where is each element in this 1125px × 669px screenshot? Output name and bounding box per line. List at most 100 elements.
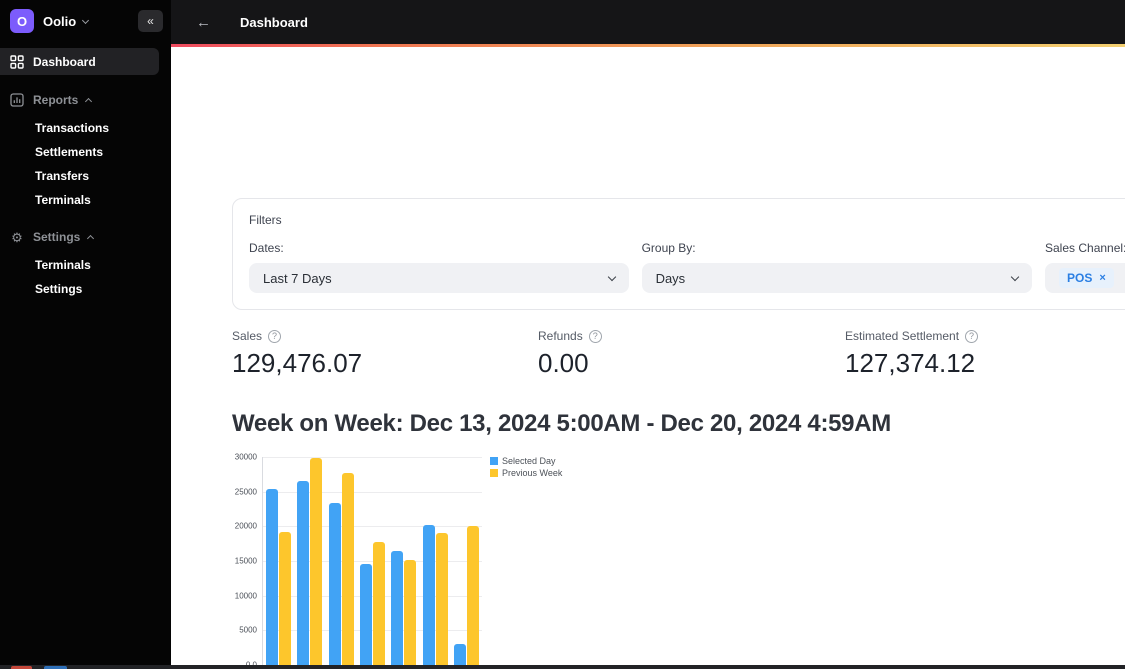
- chart-legend: Selected Day Previous Week: [490, 456, 562, 480]
- bar-previous-week[interactable]: [372, 542, 385, 665]
- grid-icon: [10, 54, 24, 69]
- bar-selected-day[interactable]: [328, 503, 341, 665]
- workspace-switcher[interactable]: O Oolio «: [0, 0, 171, 42]
- help-icon[interactable]: ?: [268, 329, 282, 343]
- top-header: ← Dashboard: [171, 0, 1125, 44]
- gridline: [263, 561, 482, 562]
- sidebar-item-label: Dashboard: [33, 54, 96, 69]
- sidebar-item-label: Settlements: [35, 145, 104, 159]
- dates-filter: Dates: Last 7 Days: [249, 241, 629, 293]
- stat-label: Refunds ?: [538, 329, 845, 343]
- y-tick-label: 25000: [234, 487, 257, 497]
- chevron-down-icon: [1010, 272, 1020, 281]
- gridline: [263, 630, 482, 632]
- group-by-label: Group By:: [641, 241, 696, 255]
- filters-panel: Filters Dates: Last 7 Days Group By: Day…: [232, 198, 1125, 310]
- bar-group: [357, 457, 388, 665]
- taskbar-app-icon-blue: [44, 666, 67, 669]
- close-icon[interactable]: ×: [1099, 272, 1106, 284]
- help-icon[interactable]: ?: [965, 329, 979, 343]
- week-on-week-chart: 30000 25000 20000 15000 10000 5000 0.0 Selecte…: [232, 452, 1125, 669]
- sidebar-group-settings[interactable]: ⚙ Settings: [0, 229, 171, 245]
- sidebar-item-transfers[interactable]: Transfers: [0, 164, 171, 188]
- legend-entry: Previous Week: [490, 468, 562, 478]
- dates-select[interactable]: Last 7 Days: [249, 263, 629, 293]
- page-title: Dashboard: [240, 14, 308, 30]
- main-area: ← Dashboard Filters Dates: Last 7 Days G…: [171, 0, 1125, 669]
- gridline: [263, 526, 482, 528]
- y-tick-label: 0.0: [246, 661, 257, 669]
- sidebar-item-settings-terminals[interactable]: Terminals: [0, 253, 171, 277]
- chevron-down-icon: [82, 16, 90, 24]
- sidebar-item-settlements[interactable]: Settlements: [0, 140, 171, 164]
- stat-value: 0.00: [538, 348, 589, 378]
- legend-label: Previous Week: [502, 468, 563, 478]
- back-arrow-icon[interactable]: ←: [196, 13, 211, 31]
- accent-gradient-line: [171, 44, 1125, 47]
- bar-previous-week[interactable]: [466, 526, 479, 665]
- bar-selected-day[interactable]: [453, 643, 466, 665]
- bar-previous-week[interactable]: [404, 559, 417, 665]
- legend-swatch-icon: [490, 469, 498, 477]
- dates-label: Dates:: [249, 241, 284, 255]
- sidebar-item-terminals[interactable]: Terminals: [0, 188, 171, 212]
- stats-row: Sales ? 129,476.07 Refunds ? 0.00 Estima…: [232, 329, 1125, 379]
- content: Filters Dates: Last 7 Days Group By: Day…: [171, 198, 1125, 669]
- stat-estimated-settlement: Estimated Settlement ? 127,374.12: [845, 329, 1125, 379]
- sidebar-group-label: Reports: [33, 93, 79, 107]
- gridline: [263, 491, 482, 493]
- bar-previous-week[interactable]: [310, 457, 323, 665]
- sidebar: O Oolio « Dashboard Reports: [0, 0, 171, 669]
- sidebar-group-reports[interactable]: Reports: [0, 92, 171, 108]
- dates-value: Last 7 Days: [263, 270, 332, 286]
- bar-selected-day[interactable]: [266, 488, 279, 665]
- legend-swatch-icon: [490, 457, 498, 465]
- sales-channel-select[interactable]: POS ×: [1045, 263, 1125, 293]
- y-tick-label: 30000: [234, 452, 257, 462]
- bar-group: [294, 457, 325, 665]
- y-tick-label: 20000: [234, 521, 257, 531]
- bar-group: [326, 457, 357, 665]
- sidebar-nav: Dashboard Reports Transactions Settlemen…: [0, 48, 171, 301]
- y-tick-label: 15000: [234, 556, 257, 566]
- help-icon[interactable]: ?: [588, 329, 602, 343]
- tag-label: POS: [1067, 271, 1093, 285]
- sidebar-item-transactions[interactable]: Transactions: [0, 116, 171, 140]
- chart-y-axis: 30000 25000 20000 15000 10000 5000 0.0: [232, 453, 262, 669]
- taskbar-app-icon-red: [11, 666, 32, 669]
- bar-group: [263, 457, 294, 665]
- stat-sales: Sales ? 129,476.07: [232, 329, 538, 379]
- y-tick-label: 5000: [239, 625, 257, 635]
- sidebar-collapse-button[interactable]: «: [138, 10, 163, 32]
- gridline: [263, 595, 482, 597]
- bar-previous-week[interactable]: [435, 533, 448, 665]
- stat-label: Estimated Settlement ?: [845, 329, 1125, 343]
- sidebar-item-label: Settings: [35, 282, 83, 296]
- stat-refunds: Refunds ? 0.00: [538, 329, 845, 379]
- stat-value: 129,476.07: [232, 348, 363, 378]
- bar-selected-day[interactable]: [422, 524, 435, 665]
- bar-group: [419, 457, 450, 665]
- bar-group: [451, 457, 482, 665]
- bar-selected-day[interactable]: [297, 480, 310, 665]
- bar-selected-day[interactable]: [391, 551, 404, 665]
- taskbar-edge: [0, 665, 1125, 669]
- bar-selected-day[interactable]: [359, 563, 372, 665]
- filters-row: Dates: Last 7 Days Group By: Days Sales …: [249, 241, 1125, 293]
- bar-previous-week[interactable]: [341, 472, 354, 665]
- bar-group: [388, 457, 419, 665]
- stat-label-text: Refunds: [538, 329, 583, 343]
- sales-channel-label: Sales Channel:: [1045, 241, 1125, 255]
- stat-value: 127,374.12: [845, 348, 976, 378]
- bar-previous-week[interactable]: [279, 531, 292, 665]
- brand-name: Oolio: [43, 13, 77, 29]
- group-by-select[interactable]: Days: [641, 263, 1032, 293]
- chart-plot: [262, 457, 482, 667]
- chevron-up-icon: [87, 234, 95, 242]
- sidebar-item-settings-settings[interactable]: Settings: [0, 277, 171, 301]
- sales-channel-tag[interactable]: POS ×: [1059, 268, 1114, 288]
- y-tick-label: 10000: [234, 591, 257, 601]
- sidebar-item-dashboard[interactable]: Dashboard: [0, 48, 159, 75]
- sidebar-item-label: Transfers: [35, 169, 90, 183]
- stat-label: Sales ?: [232, 329, 538, 343]
